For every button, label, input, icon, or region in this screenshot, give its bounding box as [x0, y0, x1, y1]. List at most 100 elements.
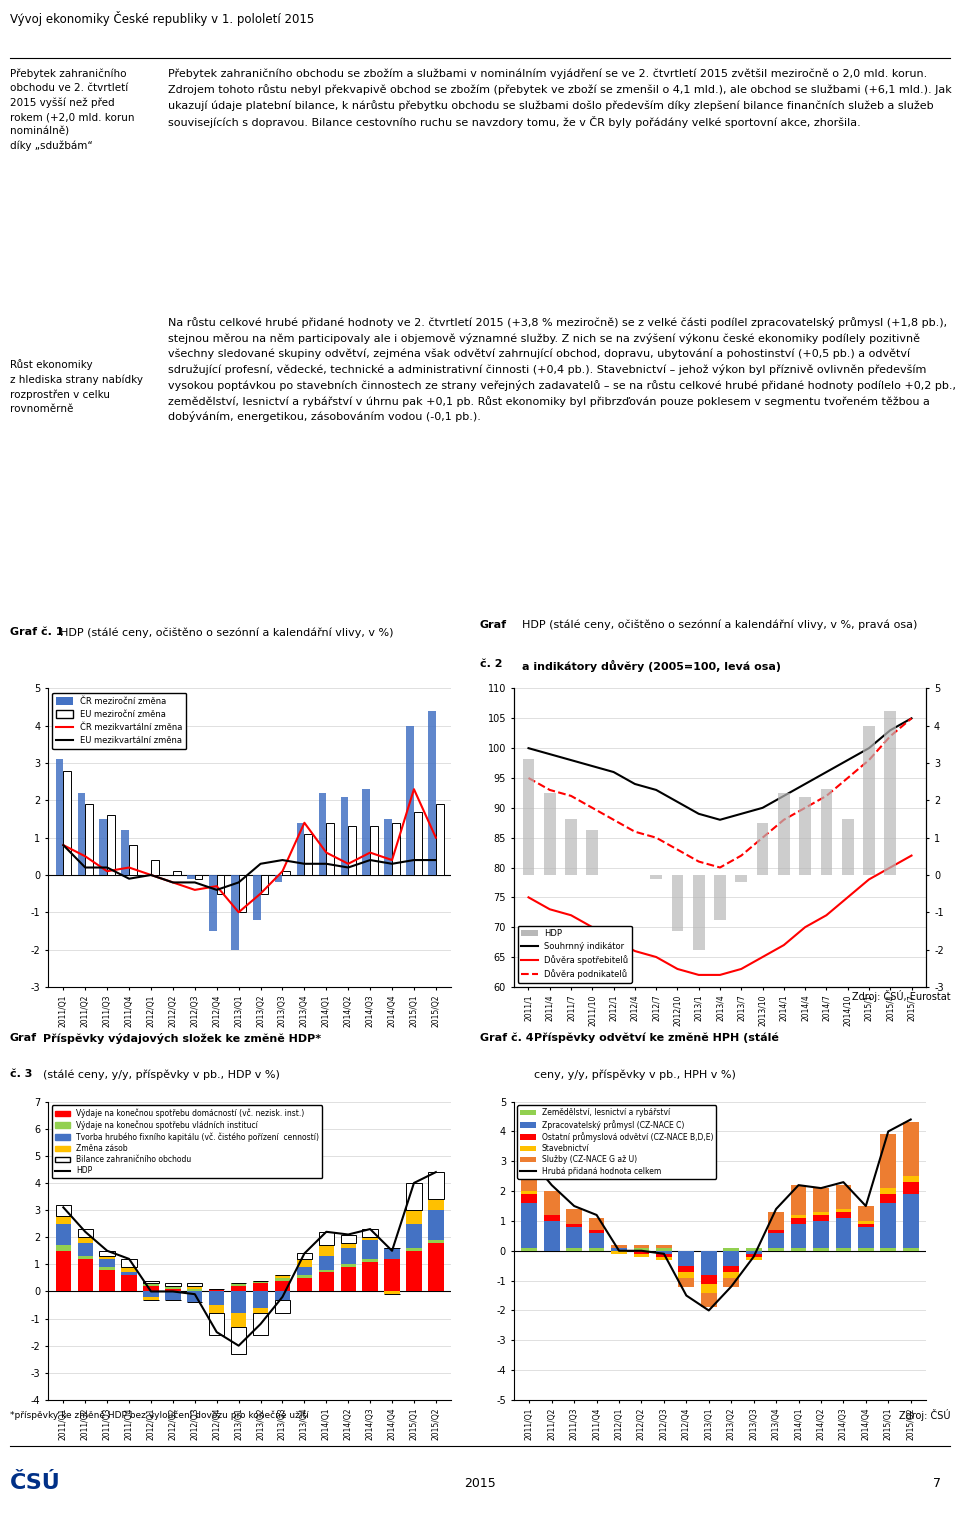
- Legend: ČR meziroční změna, EU meziroční změna, ČR mezikvartální změna, EU mezikvartální: ČR meziroční změna, EU meziroční změna, …: [52, 693, 186, 750]
- Bar: [108, 815, 115, 875]
- Bar: [121, 1259, 136, 1267]
- Bar: [735, 875, 747, 883]
- Text: Graf: Graf: [10, 1033, 36, 1043]
- Bar: [800, 797, 811, 875]
- Bar: [78, 1256, 93, 1259]
- Bar: [884, 711, 896, 875]
- Bar: [521, 1193, 538, 1203]
- Bar: [693, 875, 705, 950]
- Bar: [842, 819, 853, 875]
- Bar: [656, 1248, 672, 1252]
- Text: HDP (stálé ceny, očištěno o sezónní a kalendářní vlivy, v %, pravá osa): HDP (stálé ceny, očištěno o sezónní a ka…: [522, 620, 918, 630]
- Bar: [78, 1259, 93, 1291]
- Bar: [304, 834, 312, 875]
- Text: Zdroj: ČSÚ: Zdroj: ČSÚ: [899, 1409, 950, 1421]
- Bar: [231, 1287, 247, 1291]
- Bar: [341, 797, 348, 875]
- Bar: [56, 1245, 71, 1252]
- Bar: [791, 1215, 806, 1218]
- Bar: [348, 826, 356, 875]
- Text: Graf č. 4: Graf č. 4: [480, 1033, 534, 1043]
- Bar: [634, 1253, 649, 1256]
- Bar: [880, 1193, 896, 1203]
- Bar: [187, 1288, 203, 1291]
- Bar: [363, 1239, 378, 1259]
- Bar: [612, 1245, 627, 1248]
- Bar: [165, 1284, 180, 1287]
- Bar: [275, 1274, 290, 1278]
- Text: Zdroj: ČSÚ, Eurostat: Zdroj: ČSÚ, Eurostat: [852, 990, 950, 1002]
- Bar: [863, 725, 875, 875]
- Bar: [714, 875, 726, 920]
- Legend: HDP, Souhrnný indikátor, Důvěra spotřebitelů, Důvěra podnikatelů: HDP, Souhrnný indikátor, Důvěra spotřebi…: [517, 926, 632, 982]
- Text: a indikátory důvěry (2005=100, levá osa): a indikátory důvěry (2005=100, levá osa): [522, 659, 781, 672]
- Bar: [56, 1224, 71, 1245]
- Text: 7: 7: [933, 1476, 941, 1490]
- Bar: [151, 860, 158, 875]
- Bar: [121, 1274, 136, 1291]
- Legend: Zemědělství, lesnictví a rybářství, Zpracovatelský průmysl (CZ-NACE C), Ostatní : Zemědělství, lesnictví a rybářství, Zpra…: [517, 1105, 716, 1178]
- Bar: [252, 1281, 268, 1284]
- Bar: [252, 1291, 268, 1308]
- Bar: [231, 875, 239, 950]
- Bar: [414, 811, 421, 875]
- Bar: [813, 1189, 828, 1212]
- Bar: [231, 1313, 247, 1327]
- Bar: [282, 871, 290, 875]
- Bar: [756, 823, 768, 875]
- Bar: [880, 1248, 896, 1252]
- Bar: [143, 1287, 158, 1291]
- Bar: [209, 1288, 225, 1291]
- Bar: [78, 1229, 93, 1238]
- Bar: [275, 875, 282, 883]
- Text: Příspěvky výdajových složek ke změně HDP*: Příspěvky výdajových složek ke změně HDP…: [42, 1033, 321, 1043]
- Bar: [656, 1245, 672, 1248]
- Bar: [902, 1193, 919, 1248]
- Bar: [319, 1232, 334, 1245]
- Bar: [100, 1252, 115, 1256]
- Bar: [252, 875, 260, 920]
- Bar: [566, 1248, 582, 1252]
- Bar: [231, 1327, 247, 1354]
- Bar: [858, 1206, 874, 1221]
- Bar: [835, 1218, 852, 1248]
- Bar: [384, 1259, 399, 1291]
- Bar: [121, 1273, 136, 1274]
- Bar: [701, 1293, 716, 1308]
- Bar: [656, 1252, 672, 1253]
- Bar: [858, 1224, 874, 1227]
- Bar: [588, 1233, 605, 1248]
- Bar: [858, 1248, 874, 1252]
- Bar: [746, 1253, 761, 1256]
- Bar: [522, 759, 535, 875]
- Text: Graf č. 1: Graf č. 1: [10, 627, 63, 638]
- Bar: [384, 1248, 399, 1259]
- Text: č. 2: č. 2: [480, 659, 502, 670]
- Bar: [701, 1284, 716, 1293]
- Bar: [260, 875, 268, 894]
- Bar: [791, 1248, 806, 1252]
- Bar: [821, 789, 832, 875]
- Bar: [612, 1252, 627, 1253]
- Bar: [679, 1278, 694, 1287]
- Bar: [319, 793, 326, 875]
- Bar: [252, 1308, 268, 1313]
- Bar: [566, 1227, 582, 1248]
- Bar: [428, 1242, 444, 1291]
- Bar: [143, 1297, 158, 1299]
- Bar: [363, 789, 371, 875]
- Text: Vývoj ekonomiky České republiky v 1. pololetí 2015: Vývoj ekonomiky České republiky v 1. pol…: [10, 11, 314, 26]
- Bar: [436, 805, 444, 875]
- Bar: [521, 1161, 538, 1190]
- Text: 2015: 2015: [464, 1476, 496, 1490]
- Bar: [724, 1252, 739, 1265]
- Bar: [165, 1288, 180, 1291]
- Bar: [768, 1233, 784, 1248]
- Bar: [143, 1284, 158, 1287]
- Bar: [209, 1305, 225, 1313]
- Bar: [835, 1212, 852, 1218]
- Bar: [813, 1215, 828, 1221]
- Bar: [63, 771, 71, 875]
- Bar: [588, 1248, 605, 1252]
- Bar: [588, 1230, 605, 1233]
